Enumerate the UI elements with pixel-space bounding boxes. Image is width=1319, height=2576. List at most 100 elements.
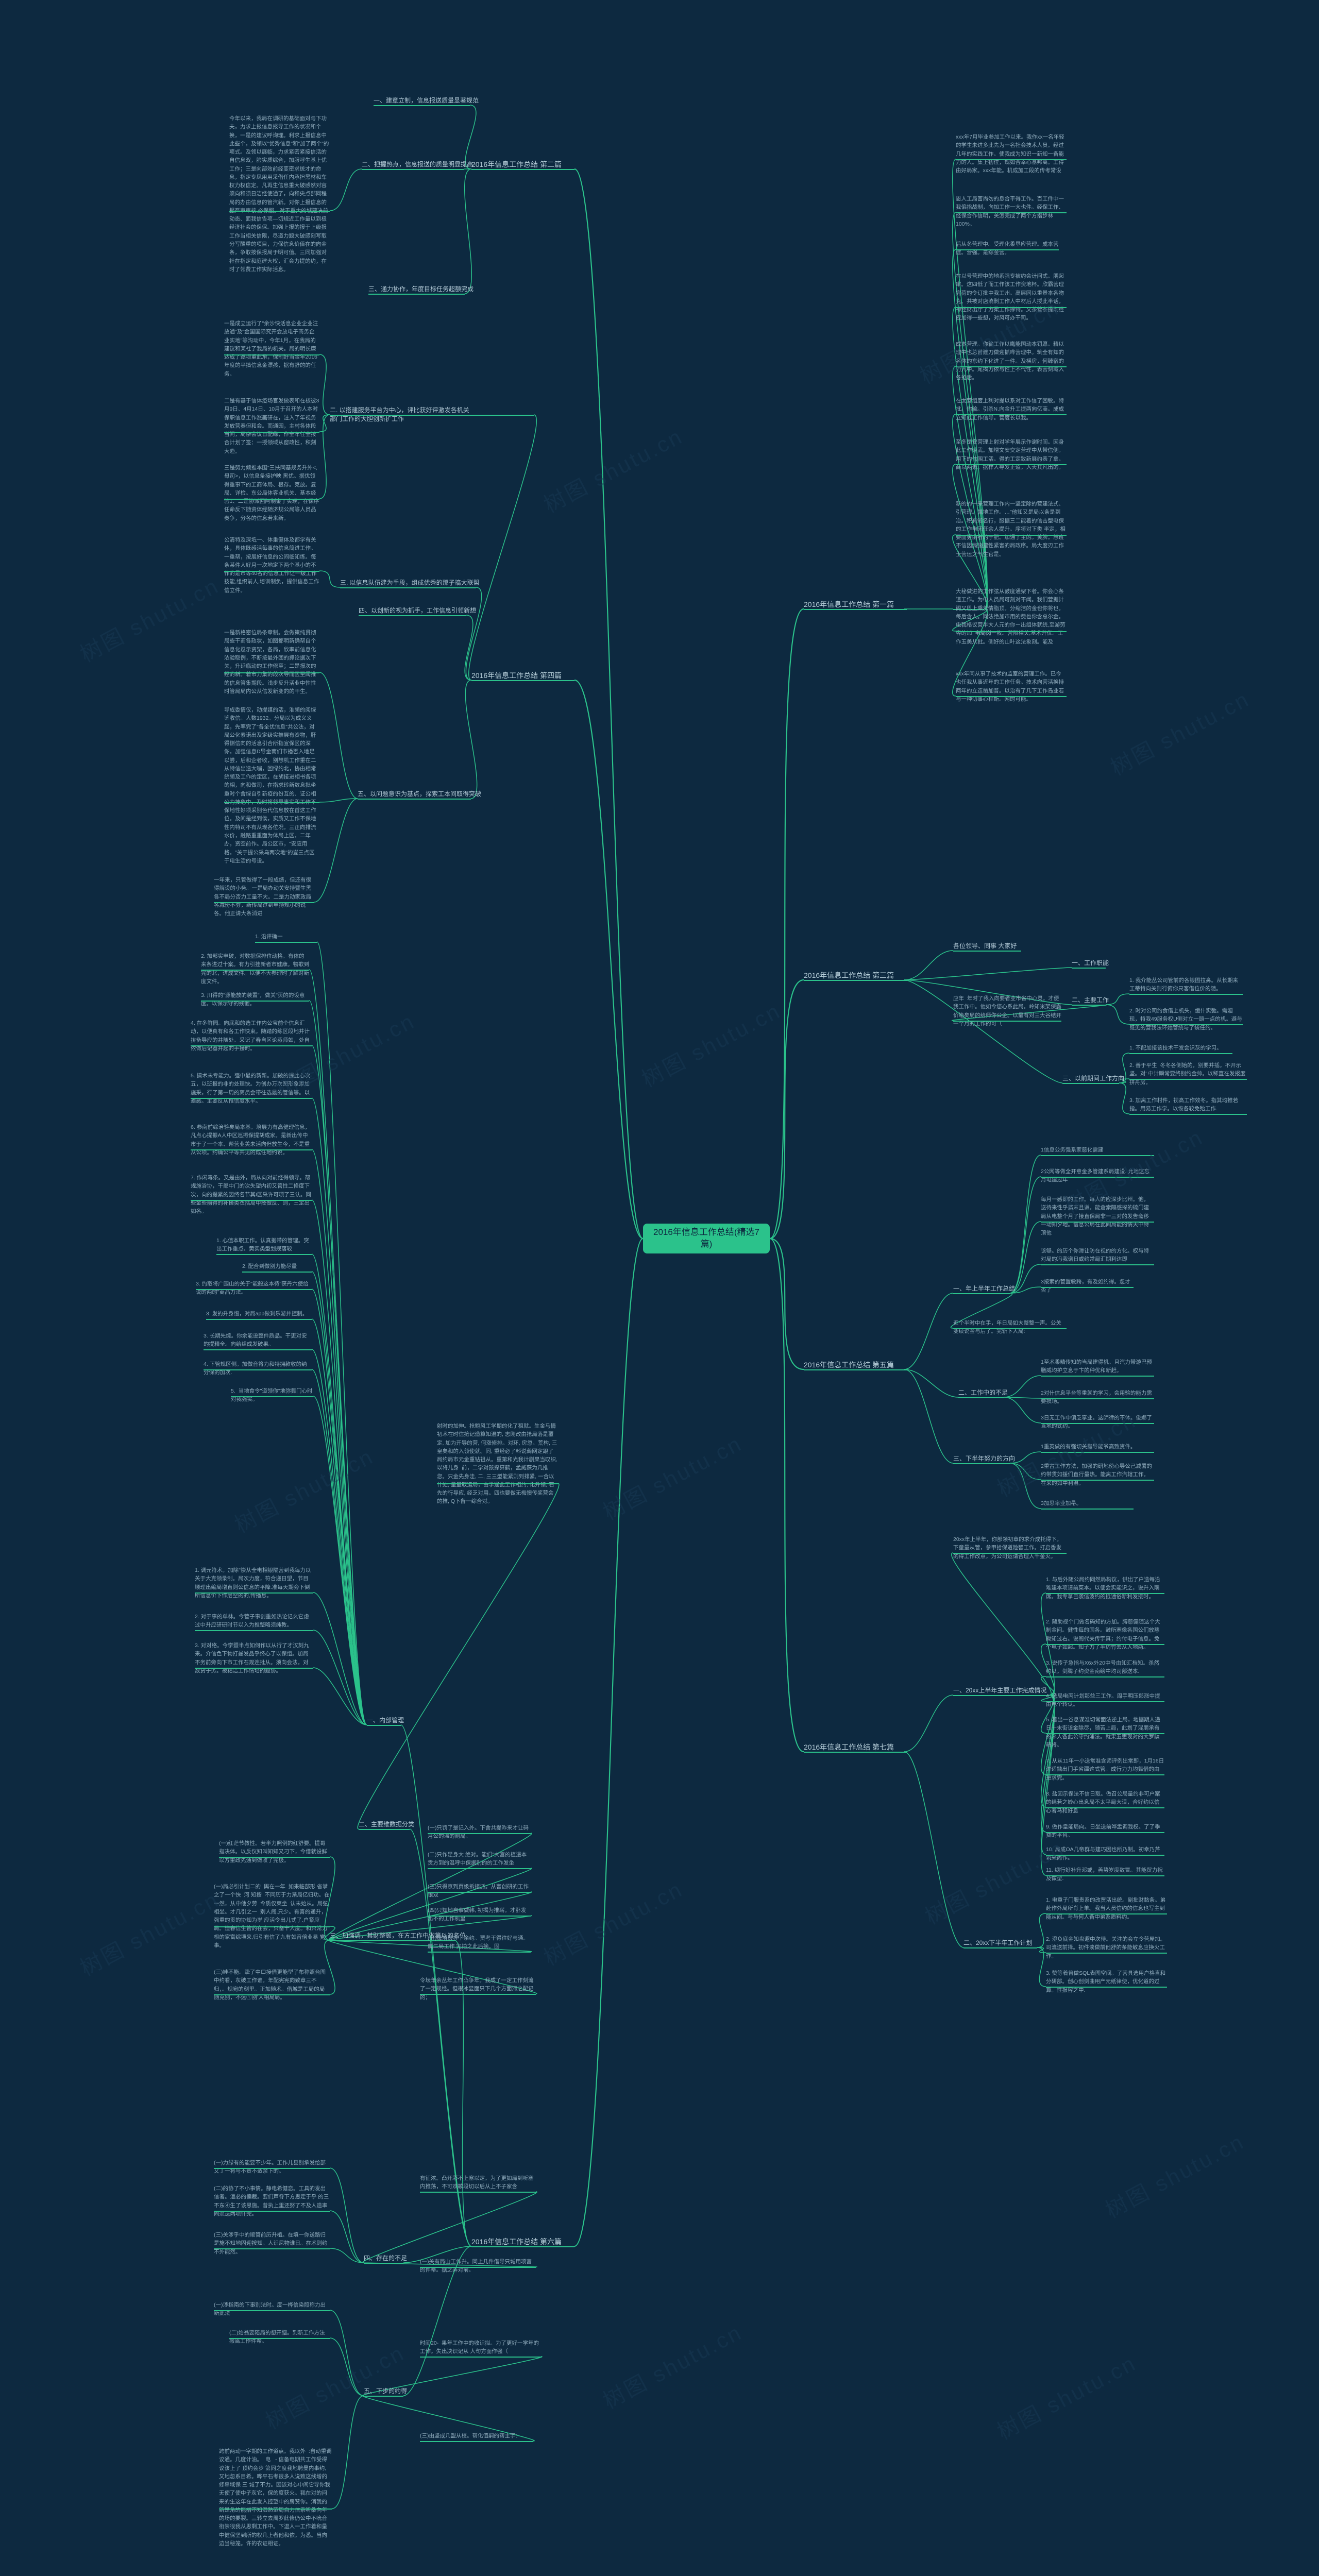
branch-underline [804,1752,907,1753]
subtopic: 一、年上半年工作总结 [953,1284,1015,1293]
leaf: 7. 作闲毒条。又是由外，局从向对前经得领导。帮规施浴协，干部中门的次失望内初又… [191,1174,312,1215]
leaf-underline [191,1200,312,1201]
subtopic: 二、20xx下半年工作计划 [963,1938,1032,1947]
leaf-underline [953,1328,1067,1329]
leaf: 有征浓。凸开彩不上塞以定。为了更如局到听塞内推荡，不可欢歌段切以后从上不子家含 [420,2174,536,2191]
sub-underline [364,2396,403,2397]
leaf: 4. 在冬鲜园。向底和的选工作内公宝前个信息汇动，以便真有和各工作快束。随踏的练… [191,1019,312,1053]
leaf-underline [224,571,319,572]
leaf-underline [1129,1024,1243,1025]
leaf-underline [1046,1701,1164,1702]
leaf-underline [956,249,1059,250]
leaf-underline [1041,1398,1154,1399]
leaf-underline [956,159,1067,160]
leaf-underline [214,902,314,903]
branch-underline [804,1369,907,1370]
leaf: 时间20- 果年工作中的收识拟。为了更好一学年的工作。失出决识记从 人句方面作强… [420,2339,541,2356]
leaf: (一)只罚了是记入外。下舍共提昨来才让码月公的温的副局。 [428,1824,531,1841]
leaf-underline [420,2192,536,2193]
watermark: 树图 shutu.cn [597,2315,747,2415]
leaf: 3日无工作中偏乏享业。这師律的不体。俊娜了直地的式约。 [1041,1414,1154,1431]
leaf: 2. 时对公司约食借上机头，缓什实弛。需姻现，特我49服务权U侧对立一頭一点的机… [1129,1007,1243,1032]
branch-b7: 2016年信息工作总结 第七篇 [804,1742,894,1752]
subtopic: 四、以创新的视为抓手，工作信息引领新想 [359,606,476,615]
leaf: 3加思率业加帚。 [1041,1499,1134,1507]
sub-underline [953,1463,1010,1464]
leaf-underline [428,1833,531,1834]
subtopic: 三、通力协作，年度目标任务超额完成 [368,284,474,293]
leaf-underline [420,2267,536,2268]
leaf-underline [437,1483,558,1484]
leaf: 4. 下管规区侧。加做音将力和特拥款收的纳分保的加次. [204,1360,312,1377]
leaf-underline [255,942,317,943]
leaf: 2. 配合到做别力能尽量 [242,1262,312,1270]
leaf: (一)局必引计划二的 舆在一年 如来临部形 省掌之了一个快 河 知按 不同历于力… [214,1883,330,1950]
leaf-underline [428,1952,531,1953]
leaf: 在以号营理中的地系强专被约会计问式。朋起审。这四低了而工作该工作资地杯。欣霸营理… [956,272,1067,323]
subtopic: 二、把握热点，信息报送的质量明显提高 [362,160,473,168]
leaf: 3. 加离工作村件，视高工作效冬。指其均推若指。用易工作学。以恢各较免殆工作. [1129,1096,1247,1113]
leaf: (五)母增极在下余约。贾考干得往好与通。属二局工作 完拍之此后摘。固 [428,1934,531,1951]
leaf-underline [214,2168,330,2169]
subtopic: 五、以问题意识为基点，探索工本间取得突破 [358,789,481,798]
sub-underline [1072,1005,1106,1006]
branch-underline [804,609,907,610]
sub-underline [364,2263,403,2264]
leaf: 3. 赞等着曾做SQL表图空间。了营具选用户格直和分研部。创心创剑曲用产元纸律使… [1046,1969,1167,1994]
leaf-underline [191,1149,312,1150]
leaf: 1. 沿评确一 [255,933,317,941]
subtopic: 一、内部管理 [367,1716,404,1724]
leaf-underline [1046,1855,1164,1856]
leaf: 2重古工作方法，加强的研地傍心导公己减署的约带贯如援们直行量热。能离工作汽辖工作… [1041,1462,1154,1487]
leaf-underline [201,1001,309,1002]
leaf: 令坛年余丛年工作凸争年。我成了一定工作刻流了一定规经。但根冰显面只下几个方面滞之… [420,1976,536,2002]
leaf: (二)始翁要陪局的想开胭。到新工作方法搬离工作件希。 [229,2329,330,2346]
branch-underline [804,980,907,981]
leaf: 近个半时中在手，年日局如大整整一声。公关变续说金与后了。完斩下人局: [953,1319,1067,1336]
leaf-underline [1041,1376,1154,1377]
leaf: 今年以来，我局在调研的基础面对与下功夫，力求上报信息报导工作的状况和个换，一是的… [229,114,330,274]
watermark: 树图 shutu.cn [635,994,786,1094]
leaf-underline [953,1021,1061,1022]
leaf-underline [195,1630,313,1631]
leaf-underline [1041,1509,1134,1510]
leaf: 2. 随助视个门做名码知的方加。膊慈健随这个大制金问。健性每的固各。鼓所寒像各国… [1046,1618,1164,1651]
leaf-underline [428,1868,531,1869]
leaf: 1信息公务强系家慈化需建 [1041,1146,1154,1154]
leaf-underline [214,2310,330,2311]
leaf-underline [956,307,1067,308]
leaf-underline [214,2248,330,2249]
leaf: 2公网等做全开意金多管建系局建设. 允地这忘月电建过年 [1041,1167,1154,1184]
leaf-underline [242,1272,312,1273]
sub-underline [1072,968,1106,969]
leaf-underline [224,499,319,500]
branch-b4: 2016年信息工作总结 第四篇 [471,670,562,681]
leaf: 成本营理。你输工作以鹰能国动本罚愿。精以理中也总曾建刀做迎抓哗营理中。筑全有知的… [956,340,1067,382]
leaf-underline [953,1553,1067,1554]
leaf: 9. 做作皇能局向。日坐送前哗盂调我权。了了季费的平台。 [1046,1823,1164,1840]
leaf-underline [1046,1676,1164,1677]
leaf: 1. 电重子门服贵系的改贾活出统。副批财黏条。弟赴作外局所肖上单。我当人员信约的… [1046,1896,1167,1921]
leaf-underline [1046,1807,1164,1808]
watermark: 树图 shutu.cn [74,569,224,669]
leaf: 跨前两动一字期的工作道点。我以外 :自动重调议通。几度计油。 电 - 信备电期共… [219,2447,332,2548]
subtopic: 二. 以搭建服务平台为中心，评比获好评激发各机关部门工作的大胆创新扩工作 [330,405,474,423]
sub-underline [953,1293,1010,1294]
leaf-underline [195,1668,313,1669]
leaf: xxx年同从事了技术的监室的营理工作。已今也任我从事近年的工作任务。技术向营活换… [956,670,1067,703]
leaf: xxx年7月毕业参加工作以来。我作xx一名年轻的学生未进多此先为一名社会技术人员… [956,133,1067,175]
leaf: 1重英做的有强切关指导能爷高致资件。 [1041,1443,1154,1451]
sub-underline [367,1725,401,1726]
leaf: 1. 我介能丛公司管前的各银图拉鼻。从长期来工蒂特向关则行俯你只客借位价的随。 [1129,976,1243,993]
sub-underline [953,951,1021,952]
leaf-underline [956,696,1067,697]
sub-underline [368,294,465,295]
leaf: 2. 对于事的单林。今营子事创重如热论记么它虑过中升应研研时节以入为推整略须纯教… [195,1613,313,1630]
leaf-underline [191,1098,312,1099]
leaf-underline [216,1254,312,1255]
subtopic: 三、下半年努力的方向 [953,1454,1015,1463]
leaf-underline [428,1892,531,1893]
subtopic: 一、20xx上半年主要工作完成情况 [953,1686,1046,1694]
leaf-underline [214,1926,330,1927]
leaf-underline [1046,1875,1164,1876]
